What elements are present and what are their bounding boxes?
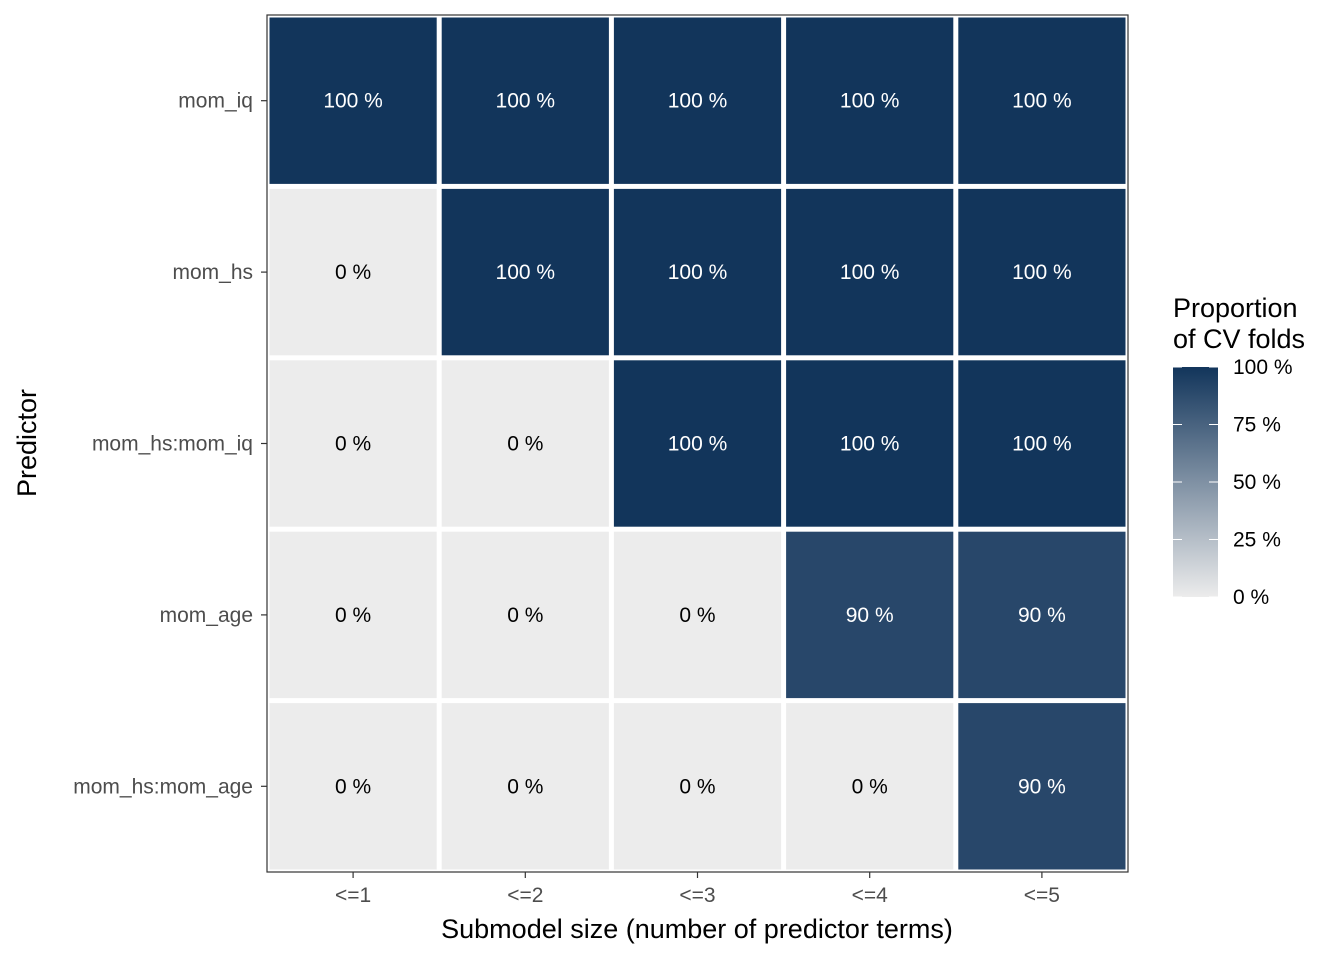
legend-tick-label: 75 %	[1233, 414, 1281, 437]
cell-value-label: 0 %	[335, 604, 371, 627]
color-legend: Proportion of CV folds 100 % 75 % 50 % 25 %…	[1173, 293, 1305, 609]
legend-tick-label: 0 %	[1233, 586, 1269, 609]
y-tick-label: mom_hs:mom_age	[73, 775, 253, 798]
heatmap-cell	[441, 531, 609, 699]
x-tick-label: <=4	[852, 884, 889, 907]
cell-value-label: 100 %	[840, 90, 900, 113]
x-tick-label: <=1	[335, 884, 371, 907]
x-tick-label: <=2	[507, 884, 543, 907]
heatmap-cell	[441, 188, 609, 356]
cell-value-label: 100 %	[1012, 433, 1072, 456]
heatmap-cells: 100 % 100 % 100 % 100 % 100 % 0 % 100 % 100 % 10…	[269, 17, 1126, 870]
cell-value-label: 100 %	[668, 90, 728, 113]
heatmap-cell	[958, 360, 1126, 527]
cell-value-label: 0 %	[507, 775, 543, 798]
cell-value-label: 90 %	[1018, 775, 1066, 798]
heatmap-cell	[613, 360, 782, 527]
x-tick-label: <=3	[679, 884, 715, 907]
heatmap-cell	[441, 360, 609, 527]
legend-title-line-1: Proportion	[1173, 293, 1298, 323]
heatmap-cell	[958, 17, 1126, 184]
heatmap-cell	[613, 703, 782, 870]
heatmap-cell	[269, 188, 437, 356]
x-axis-title: Submodel size (number of predictor terms…	[441, 914, 953, 944]
heatmap-cell	[958, 531, 1126, 699]
cell-value-label: 100 %	[840, 261, 900, 284]
cell-value-label: 0 %	[507, 604, 543, 627]
cell-value-label: 0 %	[507, 433, 543, 456]
heatmap-cell	[441, 703, 609, 870]
heatmap-cell	[958, 188, 1126, 356]
legend-title-line-2: of CV folds	[1173, 324, 1305, 354]
heatmap-cell	[269, 360, 437, 527]
heatmap-cell	[786, 703, 954, 870]
x-tick-label: <=5	[1024, 884, 1060, 907]
cell-value-label: 0 %	[679, 604, 715, 627]
cell-value-label: 0 %	[335, 261, 371, 284]
y-axis-title: Predictor	[12, 389, 42, 497]
heatmap-cell	[786, 531, 954, 699]
legend-tick-label: 25 %	[1233, 529, 1281, 552]
heatmap-cell	[613, 17, 782, 184]
legend-tick-label: 100 %	[1233, 356, 1293, 379]
cell-value-label: 100 %	[668, 433, 728, 456]
heatmap-cell	[958, 703, 1126, 870]
y-tick-label: mom_age	[160, 604, 253, 627]
heatmap-cell	[786, 17, 954, 184]
cell-value-label: 90 %	[1018, 604, 1066, 627]
cell-value-label: 100 %	[323, 90, 383, 113]
heatmap-cell	[613, 188, 782, 356]
cell-value-label: 0 %	[852, 775, 888, 798]
cell-value-label: 100 %	[840, 433, 900, 456]
cell-value-label: 100 %	[668, 261, 728, 284]
y-axis: mom_iq mom_hs mom_hs:mom_iq mom_age mom_hs:m…	[73, 90, 267, 798]
y-tick-label: mom_hs	[172, 261, 253, 284]
cell-value-label: 0 %	[335, 433, 371, 456]
cell-value-label: 90 %	[846, 604, 894, 627]
heatmap-cell	[269, 17, 437, 184]
cell-value-label: 100 %	[496, 261, 556, 284]
cell-value-label: 0 %	[335, 775, 371, 798]
heatmap-cell	[786, 360, 954, 527]
y-tick-label: mom_iq	[178, 90, 253, 113]
legend-tick-label: 50 %	[1233, 471, 1281, 494]
y-tick-label: mom_hs:mom_iq	[92, 433, 253, 456]
cell-value-label: 100 %	[1012, 90, 1072, 113]
cell-value-label: 0 %	[679, 775, 715, 798]
cell-value-label: 100 %	[496, 90, 556, 113]
x-axis: <=1 <=2 <=3 <=4 <=5	[335, 872, 1060, 907]
heatmap-cell	[441, 17, 609, 184]
heatmap-cell	[269, 531, 437, 699]
legend-ticks: 100 % 75 % 50 % 25 % 0 %	[1173, 356, 1293, 609]
heatmap-cell	[269, 703, 437, 870]
cell-value-label: 100 %	[1012, 261, 1072, 284]
heatmap-cell	[786, 188, 954, 356]
heatmap-cell	[613, 531, 782, 699]
